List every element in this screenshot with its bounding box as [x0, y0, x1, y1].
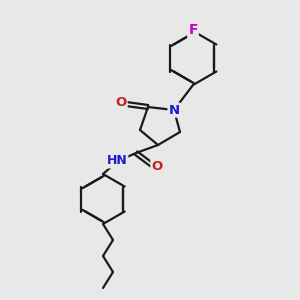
Text: F: F [188, 23, 198, 37]
Text: O: O [116, 97, 127, 110]
Text: HN: HN [106, 154, 128, 167]
Text: O: O [152, 160, 163, 172]
Text: N: N [168, 103, 180, 116]
